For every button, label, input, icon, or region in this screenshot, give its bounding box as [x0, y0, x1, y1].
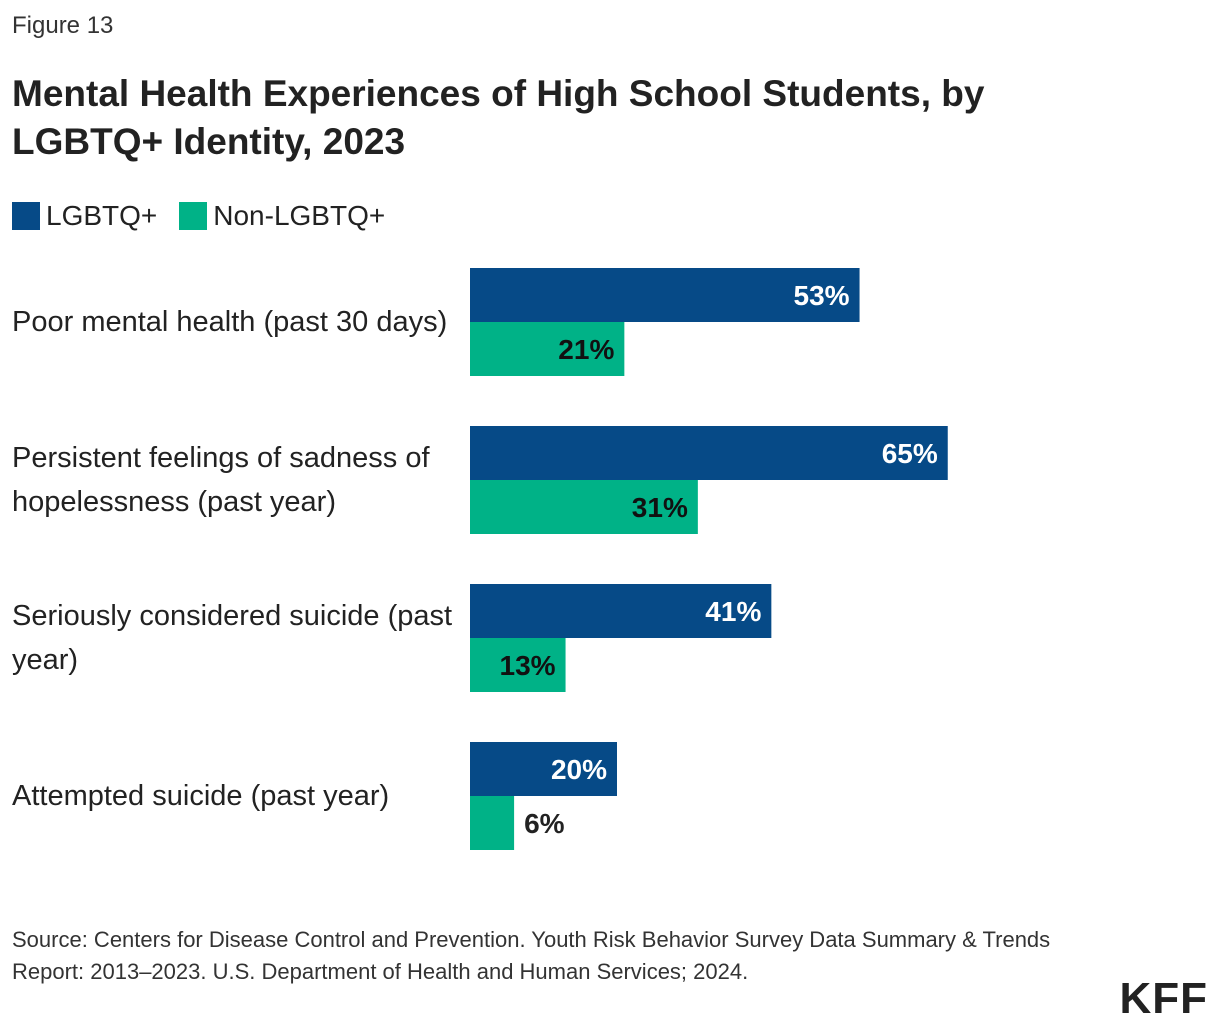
data-label: 21%: [558, 334, 614, 365]
bar-lgbtq: [470, 426, 948, 480]
legend-item-non-lgbtq: Non-LGBTQ+: [179, 200, 385, 232]
bar-non-lgbtq: [470, 638, 566, 692]
data-label: 20%: [551, 754, 607, 785]
bar-non-lgbtq: [470, 796, 515, 850]
source-note: Source: Centers for Disease Control and …: [12, 927, 1051, 984]
legend-swatch-lgbtq: [12, 202, 40, 230]
data-label: 6%: [524, 808, 565, 839]
chart-title: Mental Health Experiences of High School…: [12, 73, 985, 162]
data-label: 53%: [794, 280, 850, 311]
bar-lgbtq: [470, 742, 617, 796]
figure-label: Figure 13: [12, 12, 114, 39]
bar-lgbtq: [470, 584, 772, 638]
bar-non-lgbtq: [470, 480, 698, 534]
legend-label-lgbtq: LGBTQ+: [46, 200, 158, 231]
category-label: Persistent feelings of sadness of hopele…: [12, 442, 430, 518]
legend: LGBTQ+ Non-LGBTQ+: [12, 200, 407, 232]
legend-swatch-non-lgbtq: [179, 202, 208, 230]
legend-label-non-lgbtq: Non-LGBTQ+: [213, 200, 386, 231]
bar-non-lgbtq: [470, 322, 625, 376]
data-label: 31%: [632, 492, 688, 523]
data-label: 13%: [500, 650, 556, 681]
category-label: Attempted suicide (past year): [12, 780, 390, 812]
category-label: Poor mental health (past 30 days): [12, 306, 448, 338]
kff-logo: KFF: [1119, 974, 1208, 1023]
data-label: 41%: [705, 596, 761, 627]
bar-lgbtq: [470, 268, 860, 322]
data-label: 65%: [882, 438, 938, 469]
category-label: Seriously considered suicide (past year): [12, 600, 453, 676]
legend-item-lgbtq: LGBTQ+: [12, 200, 157, 232]
